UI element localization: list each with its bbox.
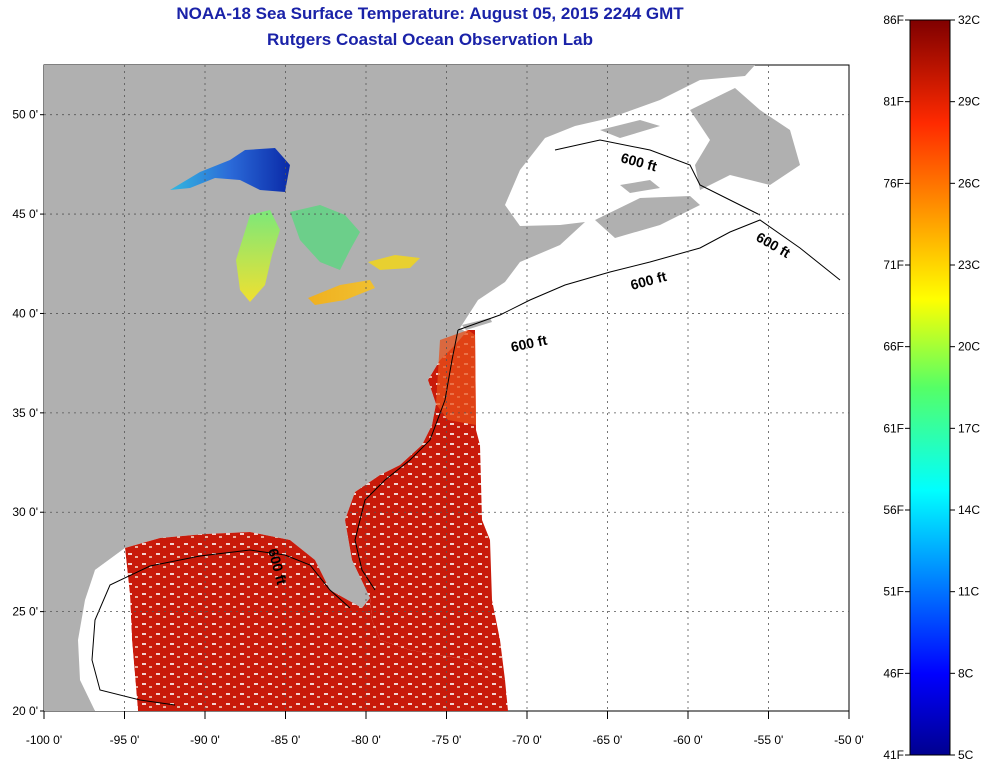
north-america-land xyxy=(44,65,755,711)
x-tick-label: -70 0' xyxy=(512,733,542,747)
colorbar-celsius-labels: 32C 29C 26C 23C 20C 17C 14C 11C 8C 5C xyxy=(950,13,980,762)
gulf-stream-warm xyxy=(436,330,476,425)
x-tick-label: -90 0' xyxy=(190,733,220,747)
x-axis-ticks: -100 0' -95 0' -90 0' -85 0' -80 0' -75 0' -70… xyxy=(26,711,864,747)
y-tick-label: 30 0' xyxy=(12,505,38,519)
y-tick-label: 45 0' xyxy=(12,207,38,221)
x-tick-label: -50 0' xyxy=(834,733,864,747)
y-tick-label: 20 0' xyxy=(12,704,38,718)
colorbar-fahrenheit-label: 76F xyxy=(883,176,904,190)
gulf-of-mexico-sst xyxy=(125,532,508,711)
nova-scotia-land xyxy=(595,196,700,238)
anticosti-land xyxy=(600,120,660,138)
x-tick-label: -80 0' xyxy=(351,733,381,747)
x-tick-label: -95 0' xyxy=(110,733,140,747)
colorbar-fahrenheit-label: 46F xyxy=(883,666,904,680)
contour-label-4: 600 ft xyxy=(509,332,548,355)
newfoundland-land xyxy=(690,88,800,190)
colorbar-celsius-label: 32C xyxy=(958,13,980,27)
colorbar-celsius-label: 26C xyxy=(958,176,980,190)
y-tick-label: 50 0' xyxy=(12,108,38,122)
colorbar-celsius-label: 5C xyxy=(958,748,974,762)
x-tick-label: -75 0' xyxy=(432,733,462,747)
depth-contour-600ft xyxy=(91,139,841,706)
colorbar-celsius-label: 11C xyxy=(958,585,979,599)
colorbar-fahrenheit-label: 61F xyxy=(883,421,904,435)
map-subtitle: Rutgers Coastal Ocean Observation Lab xyxy=(267,30,593,49)
colorbar-fahrenheit-label: 71F xyxy=(883,258,904,272)
x-tick-label: -100 0' xyxy=(26,733,62,747)
contour-line-north xyxy=(457,219,841,331)
colorbar-celsius-label: 20C xyxy=(958,340,980,354)
great-lakes xyxy=(170,148,420,305)
colorbar-celsius-label: 8C xyxy=(958,666,974,680)
x-tick-label: -60 0' xyxy=(673,733,703,747)
lake-superior xyxy=(170,148,290,192)
lake-huron xyxy=(290,205,360,270)
colorbar xyxy=(909,19,951,756)
lake-erie xyxy=(308,280,375,305)
x-tick-label: -55 0' xyxy=(754,733,784,747)
y-tick-label: 40 0' xyxy=(12,306,38,320)
contour-line-gulf-stlawrence xyxy=(554,139,761,216)
contour-line-southeast xyxy=(354,329,459,591)
colorbar-fahrenheit-label: 56F xyxy=(883,503,904,517)
colorbar-fahrenheit-label: 51F xyxy=(883,585,904,599)
y-tick-label: 25 0' xyxy=(12,605,38,619)
colorbar-fahrenheit-label: 81F xyxy=(883,95,904,109)
y-tick-label: 35 0' xyxy=(12,406,38,420)
colorbar-celsius-label: 29C xyxy=(958,95,980,109)
graticule xyxy=(44,65,849,711)
x-tick-label: -85 0' xyxy=(271,733,301,747)
lake-michigan xyxy=(236,210,280,302)
contour-line-gulf xyxy=(91,549,351,706)
x-tick-label: -65 0' xyxy=(593,733,623,747)
colorbar-fahrenheit-label: 86F xyxy=(883,13,904,27)
colorbar-fahrenheit-label: 41F xyxy=(883,748,904,762)
y-axis-ticks: 20 0' 25 0' 30 0' 35 0' 40 0' 45 0' 50 0' xyxy=(12,108,44,718)
colorbar-celsius-label: 17C xyxy=(958,421,980,435)
sst-data-layer xyxy=(85,330,508,711)
colorbar-celsius-label: 23C xyxy=(958,258,980,272)
colorbar-fahrenheit-label: 66F xyxy=(883,340,904,354)
lake-ontario xyxy=(368,255,420,270)
pei-land xyxy=(620,180,660,193)
map-title: NOAA-18 Sea Surface Temperature: August … xyxy=(176,4,684,23)
colorbar-fahrenheit-labels: 86F 81F 76F 71F 66F 61F 56F 51F 46F 41F xyxy=(883,13,910,762)
colorbar-celsius-label: 14C xyxy=(958,503,980,517)
